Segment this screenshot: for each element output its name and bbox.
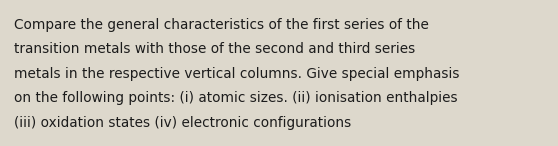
Text: (iii) oxidation states (iv) electronic configurations: (iii) oxidation states (iv) electronic c… (14, 116, 351, 130)
Text: on the following points: (i) atomic sizes. (ii) ionisation enthalpies: on the following points: (i) atomic size… (14, 91, 458, 105)
Text: metals in the respective vertical columns. Give special emphasis: metals in the respective vertical column… (14, 67, 459, 81)
Text: transition metals with those of the second and third series: transition metals with those of the seco… (14, 42, 415, 56)
Text: Compare the general characteristics of the first series of the: Compare the general characteristics of t… (14, 18, 429, 32)
